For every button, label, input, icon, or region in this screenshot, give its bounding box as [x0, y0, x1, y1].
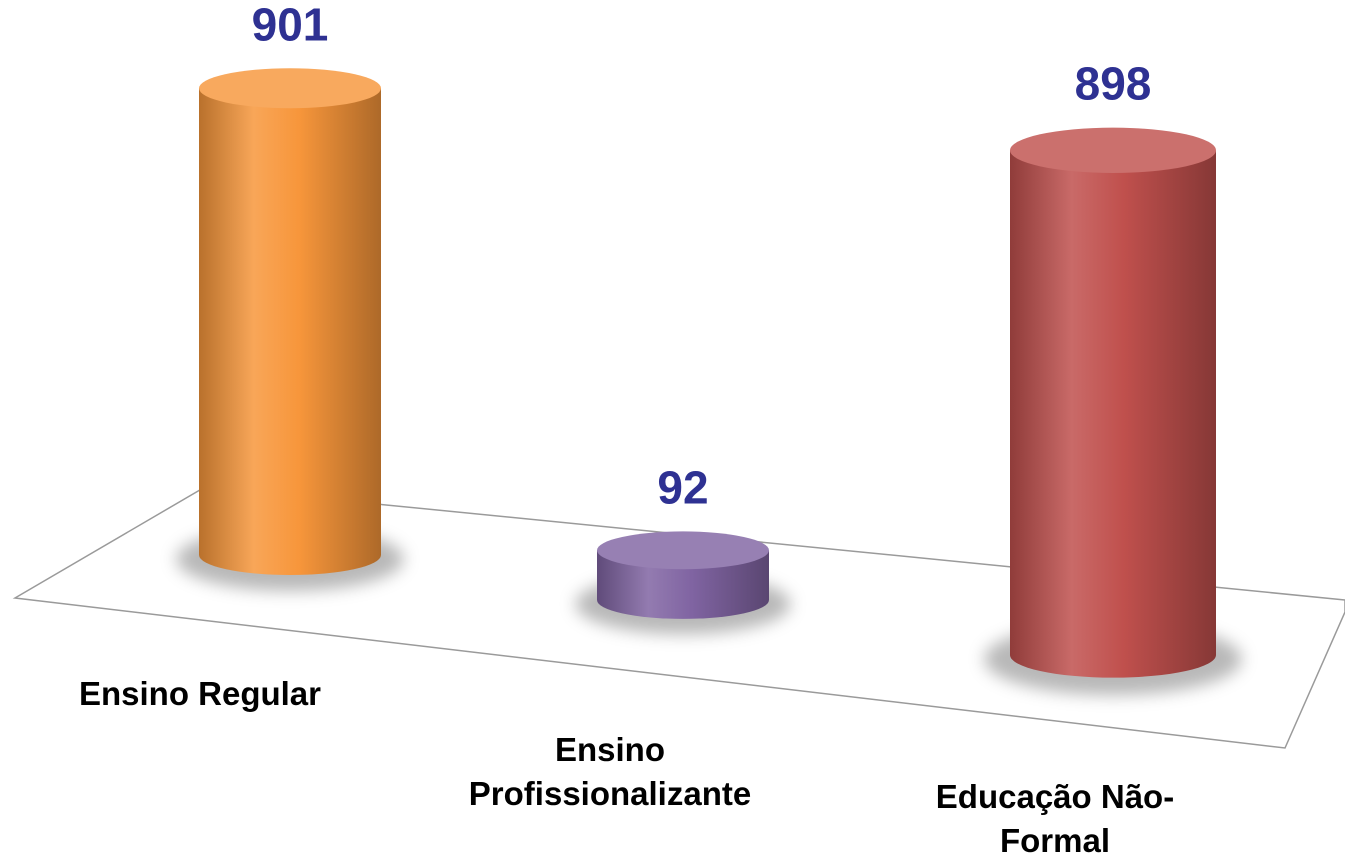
bar [597, 550, 769, 619]
category-label: Ensino Profissionalizante [468, 731, 752, 812]
value-label: 92 [657, 461, 708, 513]
bar [1010, 150, 1216, 678]
bar-top [1010, 127, 1216, 173]
bar-top [597, 531, 769, 570]
bar [199, 88, 381, 576]
value-label: 901 [252, 0, 329, 50]
category-label: Educação Não-Formal [935, 778, 1175, 859]
bar-top [199, 68, 381, 109]
value-label: 898 [1075, 58, 1152, 110]
category-label: Ensino Regular [78, 675, 322, 712]
